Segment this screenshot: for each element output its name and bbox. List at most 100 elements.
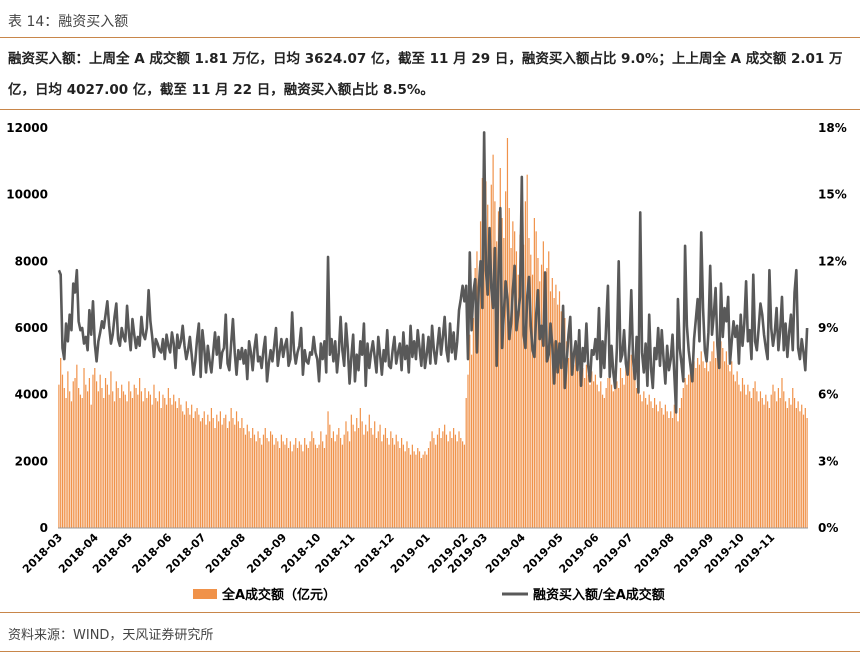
bar: [435, 444, 437, 528]
bar: [770, 394, 772, 528]
bar: [761, 398, 763, 528]
bar: [673, 404, 675, 528]
bar: [253, 434, 256, 528]
bar: [704, 368, 706, 528]
bar: [784, 401, 787, 528]
bar: [311, 431, 313, 528]
bar: [409, 454, 412, 528]
bar: [691, 371, 693, 528]
bar: [329, 424, 331, 528]
bar: [325, 434, 327, 528]
bar: [392, 438, 394, 528]
bar: [217, 421, 220, 528]
summary-text: 融资买入额：上周全 A 成交额 1.81 万亿，日均 3624.07 亿，截至 …: [8, 51, 843, 98]
bar: [167, 388, 169, 528]
bar: [594, 374, 596, 528]
bar: [741, 378, 744, 528]
bar: [718, 354, 720, 528]
bar: [386, 438, 388, 528]
bar: [426, 454, 428, 528]
bar: [551, 278, 553, 528]
bar: [246, 424, 248, 528]
bar: [323, 448, 326, 528]
bar: [512, 221, 514, 528]
bar: [307, 448, 309, 528]
bar: [126, 401, 128, 528]
bar: [372, 434, 374, 528]
bar: [293, 444, 295, 528]
bar: [264, 428, 266, 528]
bar: [183, 414, 186, 528]
bar: [135, 388, 137, 528]
bar: [727, 364, 729, 528]
bar: [295, 438, 297, 528]
bar: [754, 381, 756, 528]
bar: [549, 291, 552, 528]
left-tick-label: 6000: [15, 321, 48, 335]
bar: [680, 398, 683, 528]
bar: [734, 381, 736, 528]
bar: [257, 431, 259, 528]
bar: [797, 401, 799, 528]
bar: [122, 391, 125, 528]
bar: [564, 318, 566, 528]
bar: [275, 438, 277, 528]
bar: [142, 401, 144, 528]
bar: [700, 351, 702, 528]
bar: [799, 411, 801, 528]
bar: [560, 311, 562, 528]
x-tick-label: 2018-08: [203, 531, 248, 576]
right-tick-label: 6%: [818, 388, 838, 402]
bar: [81, 398, 83, 528]
x-tick-label: 2019-01: [388, 531, 433, 576]
bar: [422, 454, 424, 528]
bar: [603, 398, 605, 528]
bar: [449, 431, 451, 528]
bar: [171, 404, 173, 528]
bar: [244, 434, 247, 528]
line-series-group: [57, 131, 809, 414]
bar: [289, 441, 291, 528]
bar: [453, 428, 455, 528]
bar: [670, 411, 672, 528]
bar: [474, 268, 476, 528]
bar: [575, 344, 577, 528]
x-tick-label: 2019-08: [632, 531, 677, 576]
bar: [300, 444, 302, 528]
ratio-line: [57, 131, 809, 414]
bar: [194, 411, 196, 528]
bar: [711, 351, 713, 528]
bar: [348, 441, 351, 528]
bar: [226, 428, 229, 528]
bar: [634, 378, 636, 528]
bar: [350, 414, 352, 528]
bar: [566, 341, 568, 528]
left-tick-label: 4000: [15, 388, 48, 402]
bar: [537, 258, 539, 528]
bar: [144, 388, 146, 528]
bar: [666, 411, 668, 528]
bar: [786, 408, 788, 528]
bar: [286, 438, 288, 528]
bar: [137, 394, 139, 528]
bar: [596, 384, 598, 528]
bar: [628, 348, 631, 528]
bar: [621, 378, 623, 528]
bar: [216, 414, 218, 528]
bar: [740, 391, 742, 528]
bar: [427, 448, 430, 528]
bar: [792, 388, 794, 528]
bar: [153, 384, 155, 528]
bar: [393, 444, 396, 528]
bar: [515, 251, 518, 528]
bar: [544, 288, 546, 528]
bar: [706, 354, 708, 528]
bar: [156, 401, 159, 528]
bar: [131, 398, 134, 528]
bar: [589, 384, 591, 528]
bar: [112, 391, 114, 528]
bar: [270, 431, 272, 528]
bar: [255, 441, 257, 528]
bar: [291, 451, 293, 528]
bar: [605, 388, 607, 528]
